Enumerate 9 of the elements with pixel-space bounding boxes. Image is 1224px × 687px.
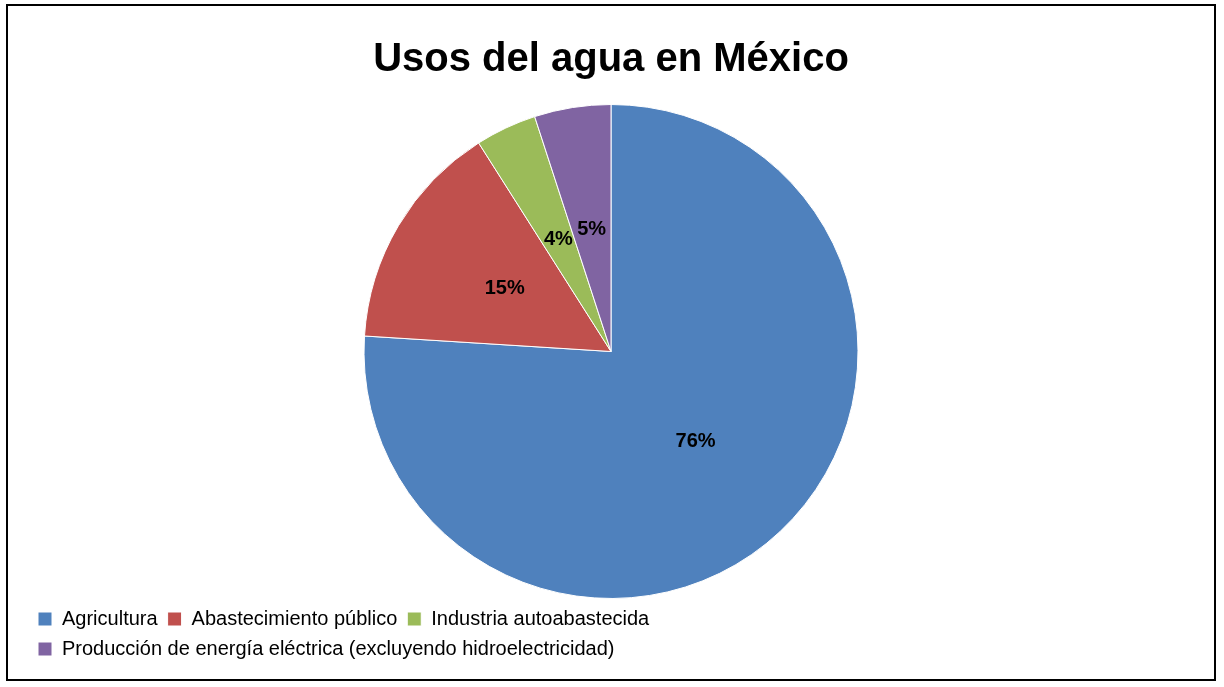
data-label: 76% <box>675 429 716 452</box>
data-label: 5% <box>577 217 607 240</box>
legend-label: Producción de energía eléctrica (excluyendo hidroelectricidad) <box>62 636 615 659</box>
legend-label: Agricultura <box>62 606 159 629</box>
legend-label: Industria autoabastecida <box>431 606 651 629</box>
data-label: 4% <box>543 227 574 250</box>
chart-title: Usos del agua en México <box>373 35 849 80</box>
legend-label: Abastecimiento público <box>191 606 398 629</box>
data-label: 15% <box>484 276 525 299</box>
